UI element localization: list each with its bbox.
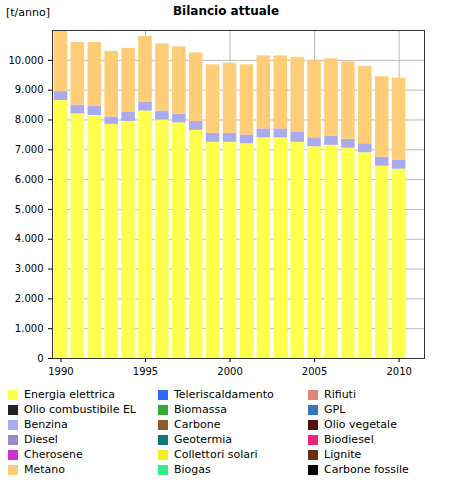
html-text:Biogas: Biogas bbox=[174, 463, 211, 476]
html-text:Olio combustibile EL: Olio combustibile EL bbox=[24, 403, 136, 416]
svg-text:2005: 2005 bbox=[302, 366, 327, 377]
html-text:Biodiesel: Biodiesel bbox=[324, 433, 374, 446]
svg-text:1.000: 1.000 bbox=[15, 323, 44, 334]
html-text:Biomassa: Biomassa bbox=[174, 403, 227, 416]
html-text:Olio vegetale: Olio vegetale bbox=[324, 418, 397, 431]
html-text:[t/anno]: [t/anno] bbox=[6, 6, 50, 19]
svg-text:10.000: 10.000 bbox=[9, 55, 44, 66]
svg-text:2010: 2010 bbox=[386, 366, 411, 377]
html-text:Benzina: Benzina bbox=[24, 418, 68, 431]
html-text:Diesel: Diesel bbox=[24, 433, 58, 446]
svg-text:8.000: 8.000 bbox=[15, 114, 44, 125]
svg-text:7.000: 7.000 bbox=[15, 144, 44, 155]
svg-text:1995: 1995 bbox=[133, 366, 158, 377]
svg-text:9.000: 9.000 bbox=[15, 84, 44, 95]
svg-text:2000: 2000 bbox=[217, 366, 242, 377]
svg-text:3.000: 3.000 bbox=[15, 263, 44, 274]
html-text:Cherosene: Cherosene bbox=[24, 448, 83, 461]
svg-text:2.000: 2.000 bbox=[15, 293, 44, 304]
svg-text:1990: 1990 bbox=[48, 366, 73, 377]
html-text:Carbone fossile: Carbone fossile bbox=[324, 463, 409, 476]
svg-text:0: 0 bbox=[37, 353, 43, 364]
html-text:Rifiuti: Rifiuti bbox=[324, 388, 356, 401]
html-text:GPL: GPL bbox=[324, 403, 346, 416]
html-text:Bilancio attuale: Bilancio attuale bbox=[172, 4, 280, 18]
html-text:Carbone: Carbone bbox=[174, 418, 221, 431]
svg-text:4.000: 4.000 bbox=[15, 233, 44, 244]
svg-text:5.000: 5.000 bbox=[15, 204, 44, 215]
html-text:Energia elettrica: Energia elettrica bbox=[24, 388, 115, 401]
html-text:Metano: Metano bbox=[24, 463, 65, 476]
html-text:Lignite: Lignite bbox=[324, 448, 362, 461]
svg-text:6.000: 6.000 bbox=[15, 174, 44, 185]
html-text:Teleriscaldamento: Teleriscaldamento bbox=[174, 388, 274, 401]
html-text:Geotermia: Geotermia bbox=[174, 433, 232, 446]
html-text:Collettori solari: Collettori solari bbox=[174, 448, 258, 461]
